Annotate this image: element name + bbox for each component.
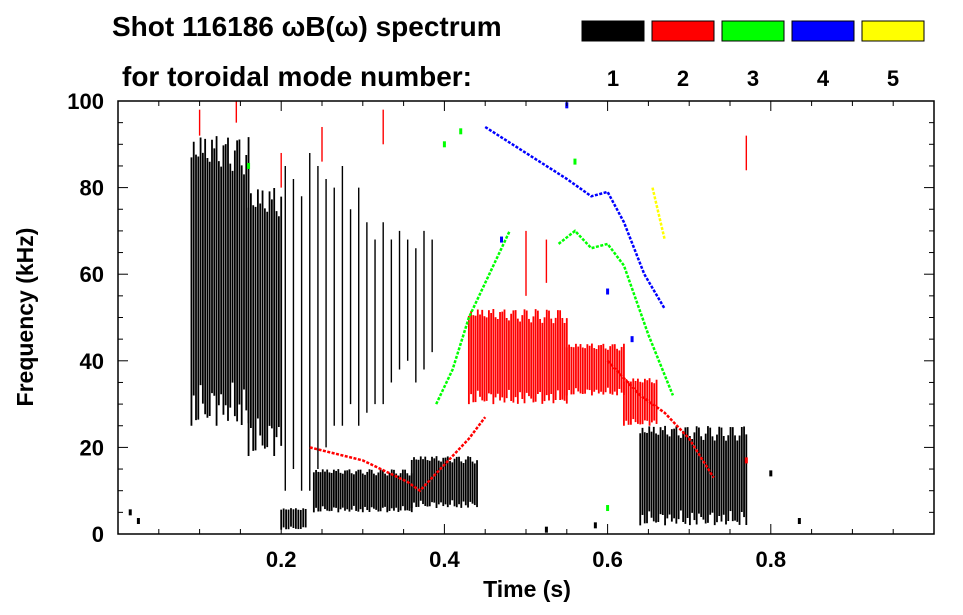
spectral-point [128,509,132,516]
mode-trace [606,359,715,479]
series-n=3 [247,128,675,512]
legend-label-3: 3 [747,66,759,91]
legend-label-4: 4 [817,66,830,91]
spectral-point [459,128,463,135]
mode-trace [484,125,666,310]
chart-subtitle: for toroidal mode number: [122,61,472,92]
mode-trace [557,229,675,396]
axis-ticks [117,100,935,535]
chart-title: Shot 116186 ωB(ω) spectrum [112,11,502,42]
series-n=1 [128,136,801,533]
plot-data [128,101,801,533]
spectral-point [606,288,610,295]
x-tick-label: 0.8 [756,547,787,572]
spectral-point [500,236,504,243]
legend-swatch-1 [581,20,645,42]
legend-swatch-4 [791,20,855,42]
legend-swatch-5 [861,20,925,42]
y-tick-label: 100 [67,89,104,114]
spectral-point [442,141,446,148]
x-tick-label: 0.2 [266,547,297,572]
spectral-point [544,526,548,533]
legend-label-2: 2 [677,66,689,91]
mode-trace [651,187,666,240]
spectral-point [247,162,251,169]
x-tick-label: 0.4 [429,547,460,572]
spectral-point [573,158,577,165]
legend-swatch-3 [721,20,785,42]
spectral-point [630,336,634,343]
y-tick-label: 20 [80,435,104,460]
y-tick-label: 80 [80,176,104,201]
legend-label-1: 1 [607,66,619,91]
x-axis-label: Time (s) [483,576,571,602]
mode-trace [309,416,487,493]
mode-trace [435,230,511,405]
legend-swatch-2 [651,20,715,42]
spectral-point [593,522,597,529]
spectral-point [136,518,140,525]
legend: 1 2 3 4 5 [581,20,925,91]
series-n=5 [651,187,666,240]
y-tick-label: 40 [80,349,104,374]
spectral-point [769,470,773,477]
series-n=2 [198,101,748,493]
y-tick-label: 0 [92,522,104,547]
spectral-point [797,518,801,525]
tick-labels: 0.2 0.4 0.6 0.8 0 20 40 60 80 100 [67,89,786,572]
spectral-point [606,505,610,512]
y-axis-label: Frequency (kHz) [12,228,38,407]
x-tick-label: 0.6 [592,547,623,572]
y-tick-label: 60 [80,262,104,287]
spectral-point [744,457,748,464]
legend-label-5: 5 [887,66,899,91]
